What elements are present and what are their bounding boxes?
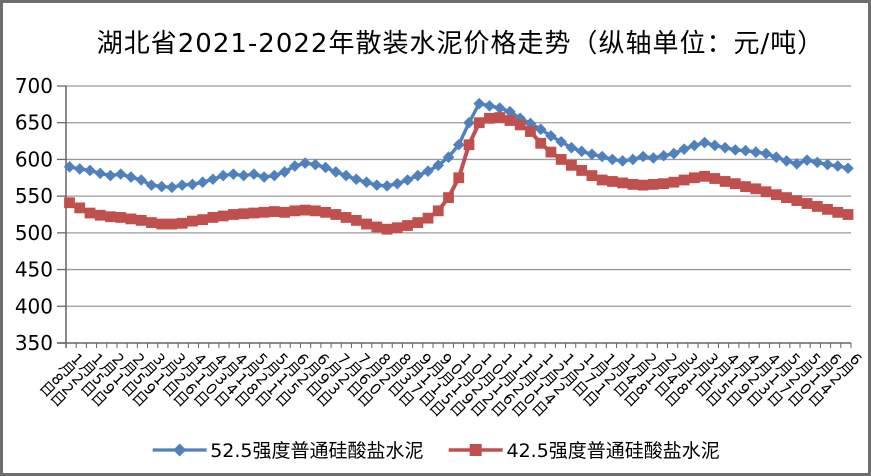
svg-text:400: 400: [15, 294, 53, 318]
svg-text:350: 350: [15, 331, 53, 355]
red-square-marker-icon: [448, 443, 503, 456]
legend-label-42-5: 42.5强度普通硅酸盐水泥: [506, 440, 720, 462]
series-42-5: [64, 112, 854, 235]
axes: [57, 86, 851, 348]
legend-item-52-5: 52.5强度普通硅酸盐水泥: [151, 436, 424, 463]
legend-item-42-5: 42.5强度普通硅酸盐水泥: [448, 436, 720, 463]
x-axis-date-labels: 1月8日1月22日2月5日2月19日3月5日3月19日4月2日4月16日4月30…: [36, 350, 866, 421]
svg-text:550: 550: [15, 184, 53, 208]
legend-label-52-5: 52.5强度普通硅酸盐水泥: [210, 440, 424, 462]
svg-text:700: 700: [15, 74, 53, 98]
svg-text:650: 650: [15, 111, 53, 135]
svg-text:450: 450: [15, 258, 53, 282]
svg-text:600: 600: [15, 147, 53, 171]
chart-legend: 52.5强度普通硅酸盐水泥 42.5强度普通硅酸盐水泥: [143, 434, 728, 465]
x-axis-ticks: [65, 343, 852, 348]
svg-text:500: 500: [15, 221, 53, 245]
blue-diamond-marker-icon: [152, 443, 207, 456]
y-axis-tick-labels: 350 400 450 500 550 600 650 700: [15, 74, 53, 355]
plot-area: 350 400 450 500 550 600 650 700 1月8日1月22日2月5日2月1…: [15, 74, 866, 421]
y-gridlines: [57, 85, 851, 344]
chart-title: 湖北省2021-2022年散装水泥价格走势（纵轴单位：元/吨）: [96, 29, 825, 59]
